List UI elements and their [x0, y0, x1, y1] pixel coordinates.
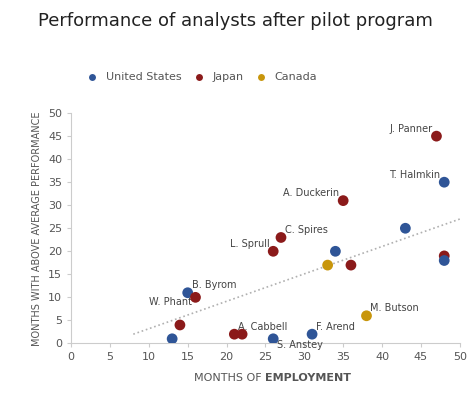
Point: [277, 234, 285, 241]
Text: F. Arend: F. Arend: [316, 322, 355, 332]
Text: L. Sprull: L. Sprull: [229, 239, 269, 249]
Point: [440, 252, 448, 259]
Text: S. Anstey: S. Anstey: [277, 340, 323, 350]
Point: [308, 331, 316, 337]
Point: [184, 290, 191, 296]
Point: [168, 336, 176, 342]
Point: [440, 179, 448, 185]
Y-axis label: MONTHS WITH ABOVE AVERAGE PERFORMANCE: MONTHS WITH ABOVE AVERAGE PERFORMANCE: [32, 111, 42, 345]
Point: [440, 257, 448, 264]
Point: [324, 262, 331, 268]
Text: A. Cabbell: A. Cabbell: [238, 322, 288, 332]
Text: MONTHS OF: MONTHS OF: [194, 373, 265, 383]
Legend: United States, Japan, Canada: United States, Japan, Canada: [77, 68, 321, 87]
Point: [339, 198, 347, 204]
Point: [433, 133, 440, 139]
Text: W. Phant: W. Phant: [148, 297, 191, 307]
Text: T. Halmkin: T. Halmkin: [389, 170, 440, 180]
Point: [332, 248, 339, 255]
Text: Performance of analysts after pilot program: Performance of analysts after pilot prog…: [38, 12, 433, 30]
Text: M. Butson: M. Butson: [370, 303, 419, 314]
Point: [401, 225, 409, 231]
Point: [269, 248, 277, 255]
Point: [176, 322, 184, 328]
Text: J. Panner: J. Panner: [390, 124, 433, 134]
Point: [238, 331, 246, 337]
Text: EMPLOYMENT: EMPLOYMENT: [265, 373, 351, 383]
Text: C. Spires: C. Spires: [285, 225, 328, 235]
Point: [363, 313, 370, 319]
Point: [347, 262, 355, 268]
Point: [191, 294, 199, 301]
Point: [269, 336, 277, 342]
Text: B. Byrom: B. Byrom: [191, 280, 236, 290]
Point: [230, 331, 238, 337]
Text: A. Duckerin: A. Duckerin: [283, 188, 339, 198]
